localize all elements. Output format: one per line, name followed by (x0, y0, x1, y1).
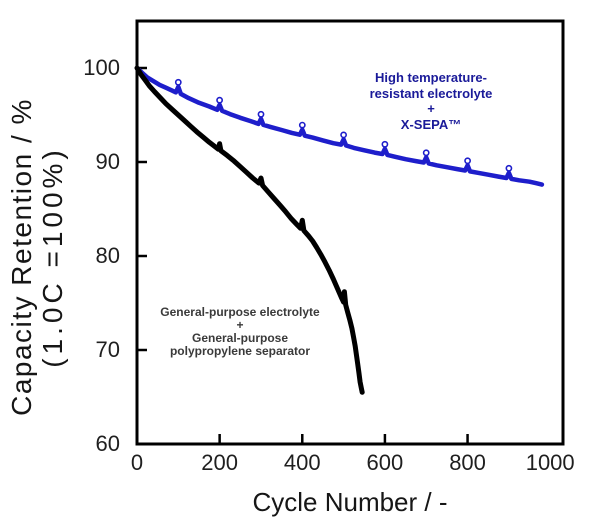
bump-marker (381, 140, 389, 148)
y-tick-label-100: 100 (83, 55, 120, 80)
bump-marker (422, 149, 430, 157)
bump-marker (174, 78, 182, 86)
y-tick-label-70: 70 (95, 337, 120, 362)
x-tick-label-600: 600 (366, 450, 404, 475)
y-tick-label-60: 60 (95, 431, 120, 456)
y-axis-label-line1: Capacity Retention / % (6, 98, 37, 416)
x-axis-label: Cycle Number / - (252, 487, 448, 517)
bump-marker (464, 157, 471, 165)
x-tick-label-1000: 1000 (525, 450, 575, 475)
x-tick-label-200: 200 (201, 450, 238, 475)
annotation-black-series: General-purpose electrolyte + General-pu… (130, 306, 350, 358)
annotation-black-line2: + (236, 318, 244, 332)
y-tick-label-90: 90 (95, 149, 120, 174)
bump-marker (216, 96, 223, 104)
bump-marker (257, 110, 265, 118)
annotation-black-line1: General-purpose electrolyte (160, 305, 320, 319)
annotation-blue-line1: High temperature- (375, 70, 487, 85)
annotation-blue-line2: resistant electrolyte (369, 85, 493, 101)
axis-frame (135, 19, 565, 446)
bump-marker (298, 121, 306, 129)
annotation-black-line4: polypropylene separator (169, 344, 311, 358)
y-tick-label-80: 80 (95, 243, 120, 268)
series-line-1 (134, 65, 365, 395)
annotation-black-line3: General-purpose (191, 331, 289, 345)
x-tick-label-800: 800 (449, 450, 486, 475)
annotation-blue-series: High temperature- resistant electrolyte … (341, 70, 521, 132)
x-tick-label-400: 400 (283, 450, 321, 475)
bump-marker (505, 164, 513, 172)
annotation-blue-line3: + (427, 101, 435, 116)
bump-marker (340, 131, 347, 139)
series-line-0 (134, 65, 545, 187)
x-tick-label-0: 0 (130, 450, 144, 475)
annotation-blue-line4: X-SEPA™ (400, 116, 462, 132)
